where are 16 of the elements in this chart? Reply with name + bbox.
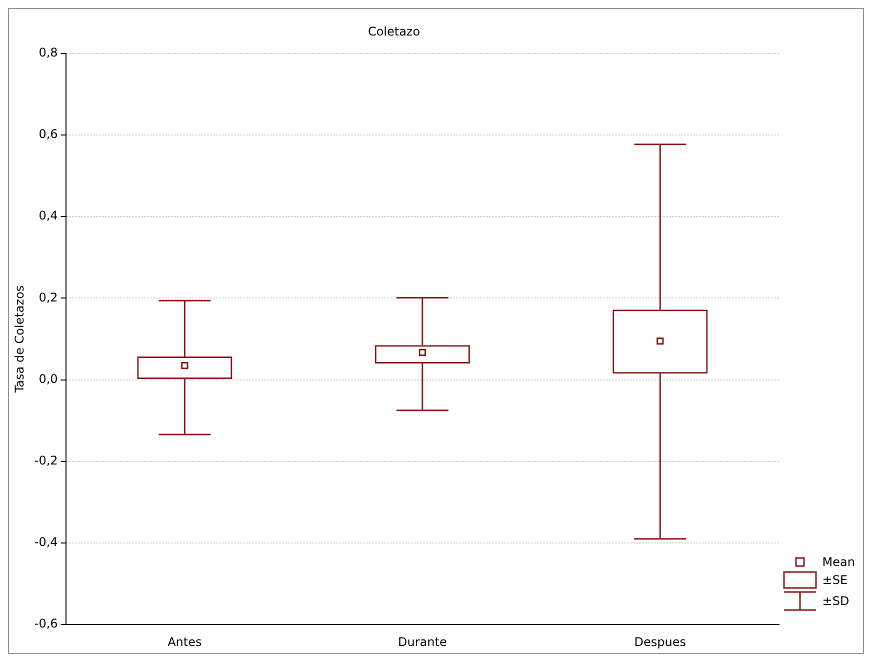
x-tick-label: Durante: [398, 634, 447, 649]
text: Mean: [822, 555, 855, 569]
x-tick-label: Antes: [168, 634, 202, 649]
text: ±SE: [822, 573, 848, 587]
y-tick-label: 0,2: [38, 290, 58, 304]
y-tick-label: 0,8: [38, 46, 58, 60]
text: ±SD: [822, 594, 850, 608]
y-tick-label: 0,0: [38, 372, 58, 386]
chart-title: Coletazo: [368, 24, 420, 38]
y-tick-label: 0,6: [38, 127, 58, 142]
y-tick-label: -0,6: [34, 616, 58, 631]
y-tick-label: -0,2: [34, 454, 58, 468]
y-axis-title: Tasa de Coletazos: [12, 285, 26, 394]
y-tick-label: 0,4: [38, 208, 58, 223]
x-tick-label: Despues: [634, 634, 686, 649]
y-tick-label: -0,4: [34, 535, 58, 550]
